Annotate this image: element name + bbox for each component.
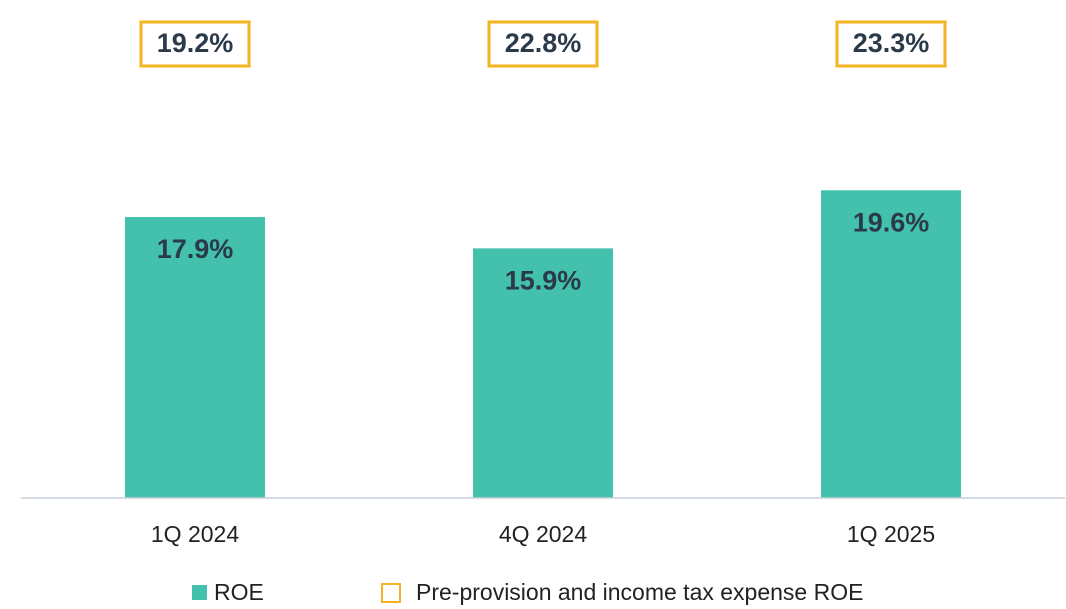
bar xyxy=(821,190,961,498)
legend-swatch xyxy=(381,583,401,603)
bar-value-label: 19.6% xyxy=(853,207,930,237)
bar xyxy=(473,248,613,498)
x-tick-label: 1Q 2025 xyxy=(847,521,935,547)
annotation-box xyxy=(835,20,947,68)
x-tick-label: 4Q 2024 xyxy=(499,521,587,547)
bar-value-label: 15.9% xyxy=(505,265,582,295)
annotation-value-label: 19.2% xyxy=(157,28,234,58)
annotation-box xyxy=(139,20,251,68)
bar xyxy=(125,216,265,498)
annotation-value-label: 23.3% xyxy=(853,28,930,58)
bar-value-label: 17.9% xyxy=(157,234,234,264)
legend-swatch xyxy=(192,585,207,600)
legend-label: Pre-provision and income tax expense ROE xyxy=(416,579,863,605)
annotation-box xyxy=(487,20,599,68)
legend-label: ROE xyxy=(214,579,264,605)
x-tick-label: 1Q 2024 xyxy=(151,521,239,547)
annotation-value-label: 22.8% xyxy=(505,28,582,58)
